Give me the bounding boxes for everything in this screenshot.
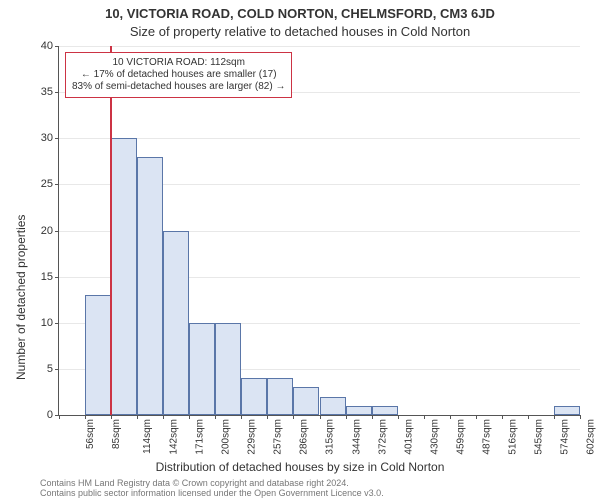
x-tick-label: 516sqm bbox=[507, 419, 518, 455]
page-subtitle: Size of property relative to detached ho… bbox=[0, 24, 600, 39]
property-marker-line bbox=[110, 46, 112, 415]
x-tick bbox=[398, 415, 399, 419]
x-tick-label: 344sqm bbox=[351, 419, 362, 455]
x-tick bbox=[163, 415, 164, 419]
x-tick bbox=[450, 415, 451, 419]
histogram-bar bbox=[372, 406, 398, 415]
x-tick-label: 200sqm bbox=[221, 419, 232, 455]
y-tick-label: 20 bbox=[41, 225, 53, 237]
y-tick-label: 30 bbox=[41, 132, 53, 144]
y-tick bbox=[55, 138, 59, 139]
histogram-bar bbox=[241, 378, 267, 415]
x-tick bbox=[85, 415, 86, 419]
histogram-bar bbox=[215, 323, 241, 415]
x-tick bbox=[502, 415, 503, 419]
histogram-bar bbox=[189, 323, 215, 415]
x-tick-label: 574sqm bbox=[559, 419, 570, 455]
y-tick-label: 5 bbox=[47, 363, 53, 375]
y-tick bbox=[55, 231, 59, 232]
histogram-bar bbox=[163, 231, 189, 416]
x-tick bbox=[424, 415, 425, 419]
x-tick bbox=[59, 415, 60, 419]
histogram-plot: 051015202530354056sqm85sqm114sqm142sqm17… bbox=[58, 46, 580, 416]
x-tick bbox=[293, 415, 294, 419]
y-tick-label: 10 bbox=[41, 317, 53, 329]
y-tick-label: 25 bbox=[41, 178, 53, 190]
x-tick bbox=[267, 415, 268, 419]
x-tick-label: 459sqm bbox=[455, 419, 466, 455]
histogram-bar bbox=[267, 378, 293, 415]
y-tick bbox=[55, 323, 59, 324]
x-tick bbox=[320, 415, 321, 419]
gridline bbox=[59, 138, 580, 139]
annotation-line: ← 17% of detached houses are smaller (17… bbox=[72, 69, 285, 81]
histogram-bar bbox=[137, 157, 163, 415]
x-tick-label: 229sqm bbox=[247, 419, 258, 455]
x-tick-label: 430sqm bbox=[429, 419, 440, 455]
x-tick-label: 315sqm bbox=[325, 419, 336, 455]
y-tick bbox=[55, 92, 59, 93]
histogram-bar bbox=[320, 397, 346, 415]
y-tick bbox=[55, 369, 59, 370]
x-axis-label: Distribution of detached houses by size … bbox=[0, 460, 600, 474]
y-tick bbox=[55, 184, 59, 185]
x-tick-label: 171sqm bbox=[195, 419, 206, 455]
footer-text: Contains HM Land Registry data © Crown c… bbox=[0, 478, 600, 498]
histogram-bar bbox=[111, 138, 137, 415]
x-tick-label: 487sqm bbox=[481, 419, 492, 455]
x-tick-label: 142sqm bbox=[169, 419, 180, 455]
footer-line-2: Contains public sector information licen… bbox=[40, 488, 600, 498]
histogram-bar bbox=[346, 406, 372, 415]
x-tick bbox=[580, 415, 581, 419]
y-axis-label: Number of detached properties bbox=[14, 215, 28, 380]
y-tick bbox=[55, 46, 59, 47]
x-tick bbox=[372, 415, 373, 419]
y-tick-label: 35 bbox=[41, 86, 53, 98]
y-tick-label: 15 bbox=[41, 271, 53, 283]
y-tick-label: 40 bbox=[41, 40, 53, 52]
x-tick bbox=[241, 415, 242, 419]
histogram-bar bbox=[554, 406, 580, 415]
x-tick-label: 372sqm bbox=[377, 419, 388, 455]
x-tick bbox=[476, 415, 477, 419]
x-tick bbox=[528, 415, 529, 419]
x-tick bbox=[137, 415, 138, 419]
annotation-box: 10 VICTORIA ROAD: 112sqm← 17% of detache… bbox=[65, 52, 292, 98]
x-tick-label: 602sqm bbox=[586, 419, 597, 455]
x-tick-label: 85sqm bbox=[111, 419, 122, 449]
x-tick-label: 401sqm bbox=[403, 419, 414, 455]
annotation-line: 83% of semi-detached houses are larger (… bbox=[72, 81, 285, 93]
x-tick bbox=[215, 415, 216, 419]
x-tick-label: 286sqm bbox=[299, 419, 310, 455]
x-tick bbox=[111, 415, 112, 419]
x-tick-label: 545sqm bbox=[533, 419, 544, 455]
y-tick bbox=[55, 277, 59, 278]
gridline bbox=[59, 46, 580, 47]
x-tick bbox=[189, 415, 190, 419]
annotation-line: 10 VICTORIA ROAD: 112sqm bbox=[72, 57, 285, 69]
x-tick-label: 114sqm bbox=[142, 419, 153, 454]
histogram-bar bbox=[293, 387, 319, 415]
y-tick-label: 0 bbox=[47, 409, 53, 421]
page-title: 10, VICTORIA ROAD, COLD NORTON, CHELMSFO… bbox=[0, 6, 600, 21]
x-tick-label: 56sqm bbox=[85, 419, 96, 449]
x-tick bbox=[346, 415, 347, 419]
footer-line-1: Contains HM Land Registry data © Crown c… bbox=[40, 478, 600, 488]
x-tick-label: 257sqm bbox=[273, 419, 284, 455]
histogram-bar bbox=[85, 295, 111, 415]
x-tick bbox=[554, 415, 555, 419]
